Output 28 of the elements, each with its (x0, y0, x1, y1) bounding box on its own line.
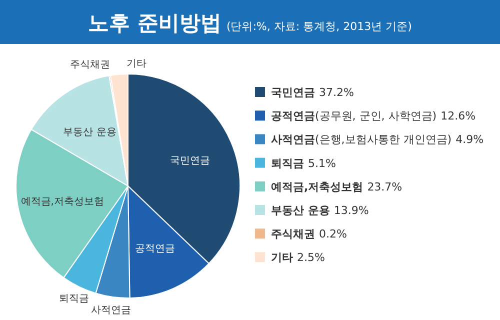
data-label: 4.9% (456, 133, 484, 146)
chart-subtitle: (단위:%, 자료: 통계청, 2013년 기준) (226, 20, 412, 33)
text: (은행,보험사통한 개인연금) (315, 133, 452, 146)
slice-label: 부동산 운용 (63, 126, 116, 138)
slice-label: 사적연금 (90, 304, 131, 316)
slice-label: 국민연금 (170, 156, 210, 167)
legend-label: 공적연금 (271, 110, 315, 123)
slice-label: 퇴직금 (58, 294, 89, 305)
slice-label: 주식채권 (70, 60, 110, 71)
slice-label: 공적연금 (134, 244, 175, 255)
data-label: 5.1% (308, 156, 336, 170)
slice-label: 예적금,저축성보험 (20, 196, 104, 208)
data-label: 2.5% (297, 251, 325, 264)
text: (공무원, 군인, 사학연금) (315, 110, 437, 123)
legend-label: 국민연금 (271, 86, 315, 99)
legend-label: 사적연금 (271, 133, 315, 146)
legend-label: 부동산 운용 (271, 204, 330, 217)
chart-title: 노후 준비방법 (88, 11, 222, 35)
legend-label: 예적금,저축성보험 (271, 180, 364, 194)
data-label: 0.2% (319, 228, 347, 241)
legend-label: 퇴직금 (271, 156, 304, 170)
slice-label: 기타 (126, 58, 146, 70)
legend-label: 주식채권 (271, 228, 315, 241)
data-label: 23.7% (367, 180, 402, 194)
data-label: 37.2% (319, 86, 354, 99)
data-label: 13.9% (334, 204, 369, 217)
legend-label: 기타 (271, 251, 293, 264)
data-label: 12.6% (440, 110, 476, 123)
